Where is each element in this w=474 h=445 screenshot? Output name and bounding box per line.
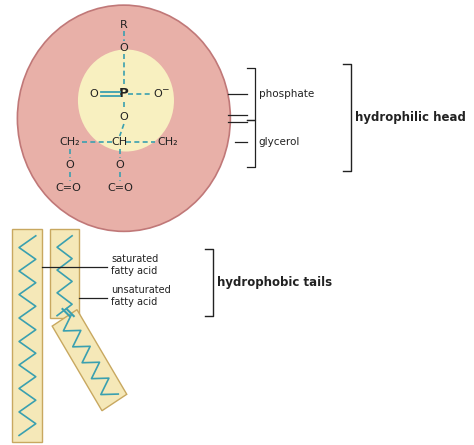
- Bar: [12, 229, 43, 442]
- Text: glycerol: glycerol: [259, 138, 300, 147]
- Text: O: O: [115, 160, 124, 170]
- Text: phosphate: phosphate: [259, 89, 314, 99]
- Text: CH₂: CH₂: [59, 138, 80, 147]
- Text: hydrophobic tails: hydrophobic tails: [217, 276, 332, 289]
- Text: O: O: [65, 160, 74, 170]
- Text: P: P: [119, 87, 129, 101]
- Text: −: −: [161, 84, 169, 93]
- Circle shape: [18, 5, 230, 231]
- Text: O: O: [119, 43, 128, 53]
- Polygon shape: [52, 310, 127, 411]
- Text: C=O: C=O: [55, 183, 81, 194]
- Text: CH: CH: [112, 138, 128, 147]
- Text: saturated
fatty acid: saturated fatty acid: [111, 254, 159, 276]
- Text: O: O: [153, 89, 162, 99]
- Text: hydrophilic head: hydrophilic head: [355, 111, 465, 124]
- Text: unsaturated
fatty acid: unsaturated fatty acid: [111, 285, 171, 307]
- Text: C=O: C=O: [108, 183, 134, 194]
- Bar: [50, 229, 79, 318]
- Text: R: R: [120, 20, 128, 30]
- Text: O: O: [119, 112, 128, 122]
- Circle shape: [78, 49, 174, 151]
- Text: O: O: [90, 89, 98, 99]
- Text: CH₂: CH₂: [157, 138, 178, 147]
